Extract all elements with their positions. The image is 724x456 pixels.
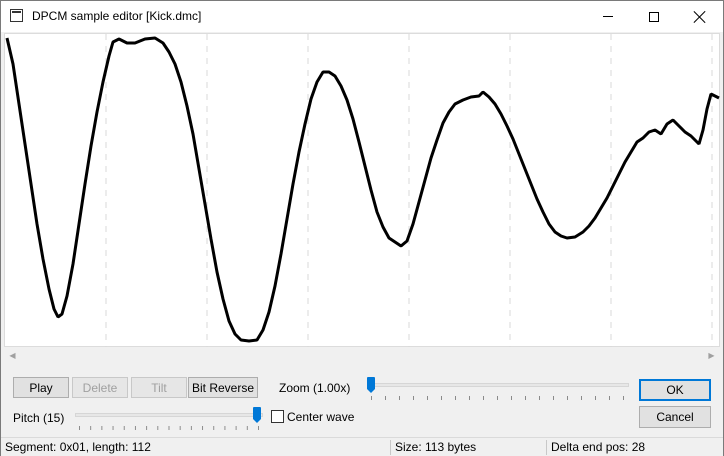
scroll-right-icon[interactable]: ▶ [708, 351, 715, 360]
pitch-slider-thumb[interactable] [253, 407, 261, 423]
zoom-slider-track [367, 383, 629, 387]
status-segment: Segment: 0x01, length: 112 [5, 440, 151, 454]
zoom-slider-thumb[interactable] [367, 377, 375, 393]
title-bar[interactable]: DPCM sample editor [Kick.dmc] [1, 1, 723, 32]
center-wave-checkbox[interactable] [271, 410, 284, 423]
tilt-button[interactable]: Tilt [131, 377, 187, 398]
maximize-icon [649, 11, 659, 22]
zoom-slider[interactable] [367, 377, 629, 400]
zoom-slider-ticks [371, 396, 625, 400]
window-icon [10, 9, 23, 22]
waveform-canvas[interactable] [5, 34, 721, 348]
scroll-left-icon[interactable]: ◀ [9, 351, 16, 360]
delete-button[interactable]: Delete [72, 377, 128, 398]
maximize-button[interactable] [631, 1, 677, 32]
play-button[interactable]: Play [13, 377, 69, 398]
minimize-icon [603, 16, 613, 17]
minimize-button[interactable] [585, 1, 631, 32]
waveform-view[interactable] [4, 33, 721, 348]
waveform-line [5, 36, 720, 343]
status-bar: Segment: 0x01, length: 112 Size: 113 byt… [1, 437, 723, 456]
status-size: Size: 113 bytes [395, 440, 477, 454]
pitch-label: Pitch (15) [13, 411, 65, 425]
ok-button[interactable]: OK [639, 379, 711, 401]
close-icon [694, 11, 706, 23]
status-separator [390, 440, 391, 455]
bit-reverse-button[interactable]: Bit Reverse [188, 377, 258, 398]
cancel-button[interactable]: Cancel [639, 406, 711, 428]
status-separator [546, 440, 547, 455]
waveform-grid [105, 34, 713, 348]
pitch-slider-ticks [79, 426, 259, 430]
close-button[interactable] [677, 1, 723, 32]
status-delta-end: Delta end pos: 28 [551, 440, 646, 454]
pitch-slider[interactable] [75, 407, 263, 430]
waveform-scrollbar[interactable]: ◀ ▶ [4, 347, 720, 364]
window-title: DPCM sample editor [Kick.dmc] [32, 9, 202, 23]
zoom-label: Zoom (1.00x) [279, 381, 351, 395]
pitch-slider-track [75, 413, 263, 417]
center-wave-label[interactable]: Center wave [287, 410, 355, 424]
